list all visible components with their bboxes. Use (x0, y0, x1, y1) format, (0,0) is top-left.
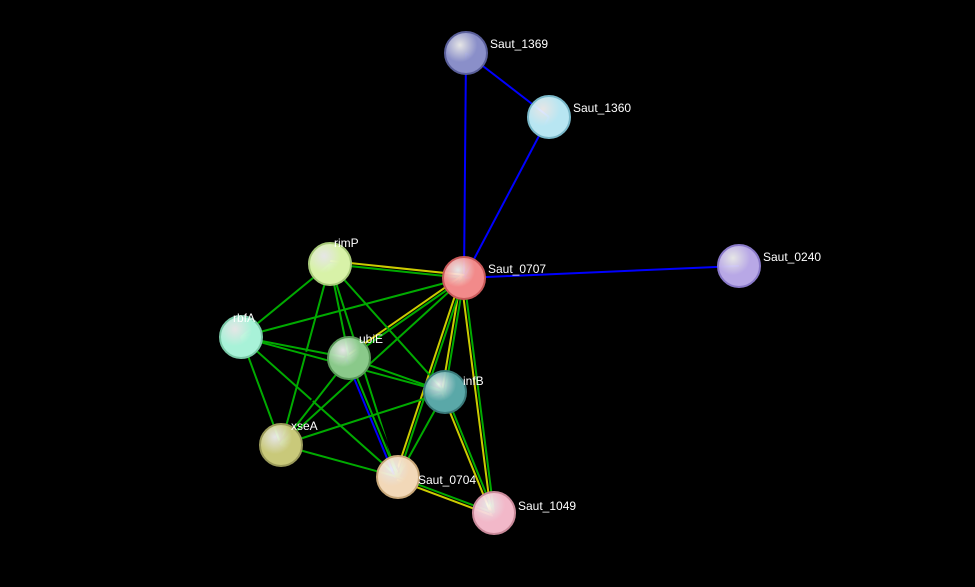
node-saut_1360[interactable] (527, 95, 571, 139)
edge-saut_0707-saut_1369 (464, 53, 466, 278)
node-saut_1369[interactable] (444, 31, 488, 75)
node-rimP[interactable] (308, 242, 352, 286)
node-saut_0704[interactable] (376, 455, 420, 499)
node-infB[interactable] (423, 370, 467, 414)
node-saut_0707[interactable] (442, 256, 486, 300)
node-saut_0240[interactable] (717, 244, 761, 288)
node-xseA[interactable] (259, 423, 303, 467)
node-rbfA[interactable] (219, 315, 263, 359)
node-saut_1049[interactable] (472, 491, 516, 535)
node-ubiE[interactable] (327, 336, 371, 380)
edge-saut_0707-saut_1360 (464, 117, 549, 278)
edge-saut_0707-saut_0240 (464, 266, 739, 278)
